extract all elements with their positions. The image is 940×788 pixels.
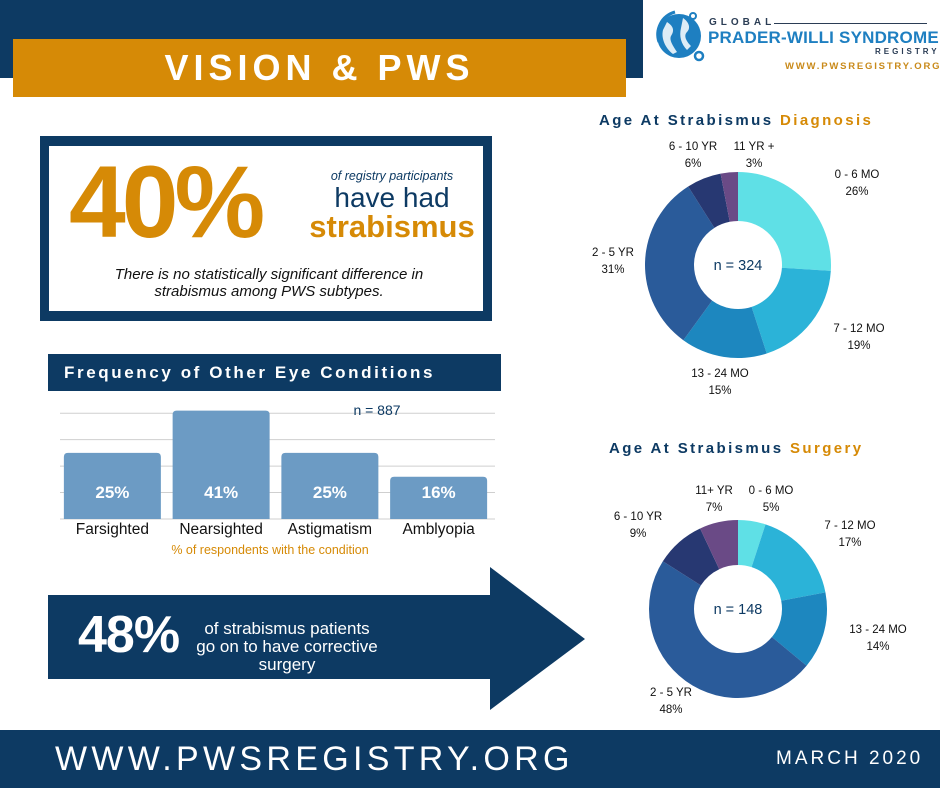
donut-slice: [649, 561, 807, 699]
slice-percent-text: 48%: [659, 704, 682, 716]
surgery-title-pre: Age At Strabismus: [609, 440, 791, 457]
donut-slice: [720, 172, 738, 222]
footer-bar: [0, 730, 940, 788]
slice-category-text: 6 - 10 YR: [614, 511, 662, 523]
donut-slice-label: 13 - 24 MO 14%: [849, 624, 907, 653]
donut-center-label: n = 148: [714, 602, 763, 618]
logo-text-pws: PRADER-WILLI SYNDROME: [708, 28, 939, 47]
age-donut-charts: 0 - 6 MO 26% 7 - 12 MO 19% 13 - 24 MO 15% 2 - …: [592, 141, 907, 716]
slice-percent-text: 31%: [601, 264, 624, 276]
donut-slice: [683, 300, 767, 358]
logo-text-global: GLOBAL: [709, 17, 776, 28]
logo-divider: [774, 23, 927, 24]
donut-slice-label: 0 - 6 MO 5%: [749, 485, 794, 514]
bar-astigmatism: [281, 452, 379, 519]
bar-category-label: Astigmatism: [288, 521, 372, 538]
slice-percent-text: 5%: [763, 502, 780, 514]
stat-caption-small: of registry participants: [330, 169, 454, 183]
slice-category-text: 0 - 6 MO: [835, 169, 880, 181]
slice-category-text: 7 - 12 MO: [824, 520, 875, 532]
diagnosis-chart-title: Age At Strabismus Diagnosis: [599, 112, 873, 129]
bar-value-label: 16%: [422, 483, 456, 502]
bar-value-label: 25%: [95, 483, 129, 502]
donut-slice: [688, 173, 730, 228]
slice-category-text: 13 - 24 MO: [849, 624, 907, 636]
diagnosis-title-highlight: Diagnosis: [780, 112, 874, 129]
globe-icon: [656, 10, 705, 62]
slice-percent-text: 3%: [746, 158, 763, 170]
slice-category-text: 7 - 12 MO: [833, 323, 884, 335]
page-title: VISION & PWS: [164, 47, 475, 88]
logo-text-registry: REGISTRY: [875, 47, 940, 56]
bar-category-label: Amblyopia: [402, 521, 475, 538]
bar-nearsighted: [172, 410, 270, 519]
slice-percent-text: 17%: [838, 537, 861, 549]
bar-chart-title: Frequency of Other Eye Conditions: [48, 354, 501, 391]
donut-slice: [662, 528, 720, 586]
bar-amblyopia: [390, 476, 488, 519]
stat-caption-strong: strabismus: [309, 209, 475, 244]
donut-slice-label: 6 - 10 YR 9%: [614, 511, 662, 540]
donut-slice: [751, 524, 826, 601]
donut-slice-label: 2 - 5 YR 31%: [592, 247, 634, 276]
slice-percent-text: 19%: [847, 340, 870, 352]
slice-percent-text: 15%: [708, 385, 731, 397]
strabismus-stat-box: 40% of registry participants have had st…: [40, 136, 492, 321]
donut-slice: [645, 186, 715, 341]
slice-category-text: 0 - 6 MO: [749, 485, 794, 497]
bar-chart-xlabel: % of respondents with the condition: [171, 543, 369, 557]
donut-slice: [700, 520, 738, 570]
donut-center-label: n = 324: [714, 258, 763, 274]
slice-category-text: 11+ YR: [695, 485, 733, 497]
bar-category-label: Farsighted: [76, 521, 149, 538]
donut-slice-label: 7 - 12 MO 17%: [824, 520, 875, 549]
stat-inner-panel: 40% of registry participants have had st…: [49, 146, 483, 311]
donut-slice-label: 11 YR + 3%: [734, 141, 775, 170]
diagnosis-title-pre: Age At Strabismus: [599, 112, 781, 129]
slice-percent-text: 26%: [845, 186, 868, 198]
donut-slice-label: 2 - 5 YR 48%: [650, 687, 692, 716]
title-banner: VISION & PWS: [13, 39, 626, 97]
surgery-title-highlight: Surgery: [790, 440, 864, 457]
slice-category-text: 11 YR +: [734, 141, 775, 153]
donut-slice: [738, 520, 766, 568]
surgery-arrow: [48, 567, 585, 710]
surgery-caption: of strabismus patients go on to have cor…: [196, 619, 378, 674]
donut-slice-label: 11+ YR 7%: [695, 485, 733, 514]
bar-category-label: Nearsighted: [179, 521, 263, 538]
stat-note: There is no statistically significant di…: [114, 266, 424, 300]
donut-slice: [771, 592, 827, 666]
slice-category-text: 2 - 5 YR: [592, 247, 634, 259]
slice-percent-text: 14%: [866, 641, 889, 653]
logo-url[interactable]: WWW.PWSREGISTRY.ORG: [785, 61, 940, 72]
registry-logo[interactable]: GLOBAL PRADER-WILLI SYNDROME REGISTRY WW…: [643, 0, 940, 78]
surgery-percentage: 48%: [78, 606, 180, 664]
slice-percent-text: 9%: [630, 528, 647, 540]
donut-slice-label: 7 - 12 MO 19%: [833, 323, 884, 352]
donut-slice: [738, 172, 831, 271]
donut-slice-label: 6 - 10 YR 6%: [669, 141, 717, 170]
slice-category-text: 6 - 10 YR: [669, 141, 717, 153]
surgery-chart-title: Age At Strabismus Surgery: [609, 440, 864, 457]
donut-slice: [751, 267, 831, 354]
bar-farsighted: [63, 452, 161, 519]
bar-value-label: 41%: [204, 483, 238, 502]
bar-chart-n-label: n = 887: [353, 402, 400, 418]
stat-percentage: 40%: [69, 145, 265, 259]
eye-conditions-bar-chart: 25% Farsighted 41% Nearsighted 25% Astigmatis…: [60, 402, 495, 538]
slice-category-text: 2 - 5 YR: [650, 687, 692, 699]
slice-percent-text: 6%: [685, 158, 702, 170]
footer-date: MARCH 2020: [776, 748, 924, 769]
slice-category-text: 13 - 24 MO: [691, 368, 749, 380]
donut-slice-label: 13 - 24 MO 15%: [691, 368, 749, 397]
stat-caption-mid: have had: [334, 182, 450, 213]
donut-slice-label: 0 - 6 MO 26%: [835, 169, 880, 198]
slice-percent-text: 7%: [706, 502, 723, 514]
footer-url[interactable]: WWW.PWSREGISTRY.ORG: [55, 740, 574, 778]
bar-value-label: 25%: [313, 483, 347, 502]
